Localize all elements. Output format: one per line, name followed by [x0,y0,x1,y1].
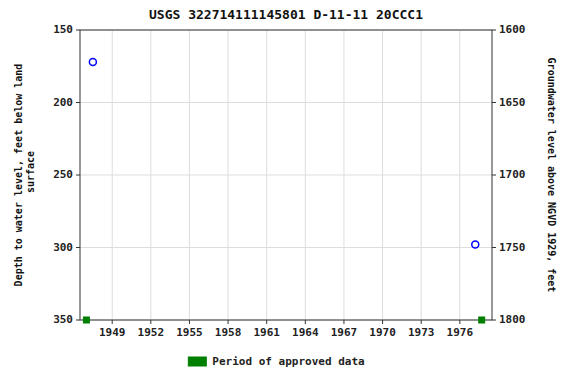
tick-label-x: 1976 [447,326,474,339]
tick-label-x: 1961 [253,326,280,339]
axis-label-y: Depth to water level, feet below land su… [13,64,36,287]
tick-x [305,320,306,324]
grid-line-y [80,247,492,248]
tick-label-y2: 1700 [499,168,526,181]
legend: Period of approved data [188,355,364,368]
marks [83,58,484,323]
title: USGS 322714111145801 D-11-11 20CCC1 [149,7,423,22]
axis-label-y2: Groundwater level above NGVD 1929, feet [546,58,557,293]
tick-x [189,320,190,324]
tick-label-x: 1958 [215,326,242,339]
tick-x [266,320,267,324]
series [83,317,484,323]
tick-label-y: 350 [53,313,73,326]
tick-y [76,175,80,176]
tick-y2 [492,102,496,103]
tick-label-x: 1955 [176,326,203,339]
tick-label-y2: 1600 [499,23,526,36]
tick-y2 [492,30,496,31]
point [89,58,96,65]
tick-label-y: 150 [53,23,73,36]
tick-y2 [492,320,496,321]
point [83,317,89,323]
legend-swatch [188,357,206,366]
tick-label-x: 1952 [138,326,165,339]
tick-y [76,247,80,248]
tick-x [228,320,229,324]
plot-frame [80,30,492,320]
tick-label-y2: 1800 [499,313,526,326]
tick-label-x: 1964 [292,326,319,339]
point [472,241,479,248]
tick-x [343,320,344,324]
tick-x [382,320,383,324]
grid [80,30,492,320]
tick-label-y: 250 [53,168,73,181]
series [89,58,478,248]
tick-y [76,102,80,103]
tick-label-x: 1970 [369,326,396,339]
tick-y2 [492,175,496,176]
tick-x [421,320,422,324]
tick-y [76,320,80,321]
tick-label-y: 300 [53,241,73,254]
tick-y [76,30,80,31]
tick-x [150,320,151,324]
grid-line-y [80,175,492,176]
grid-line-y [80,102,492,103]
tick-label-y: 200 [53,96,73,109]
tick-label-x: 1949 [99,326,126,339]
background [0,0,576,384]
tick-label-y2: 1750 [499,241,526,254]
chart: 1949 1952 1955 1958 1961 1964 1967 1970 1973 1976… [0,0,576,384]
tick-label-y2: 1650 [499,96,526,109]
tick-x [112,320,113,324]
legend-label: Period of approved data [212,355,364,368]
tick-y2 [492,247,496,248]
tick-x [459,320,460,324]
tick-label-x: 1967 [331,326,358,339]
point [479,317,485,323]
tick-label-x: 1973 [408,326,435,339]
